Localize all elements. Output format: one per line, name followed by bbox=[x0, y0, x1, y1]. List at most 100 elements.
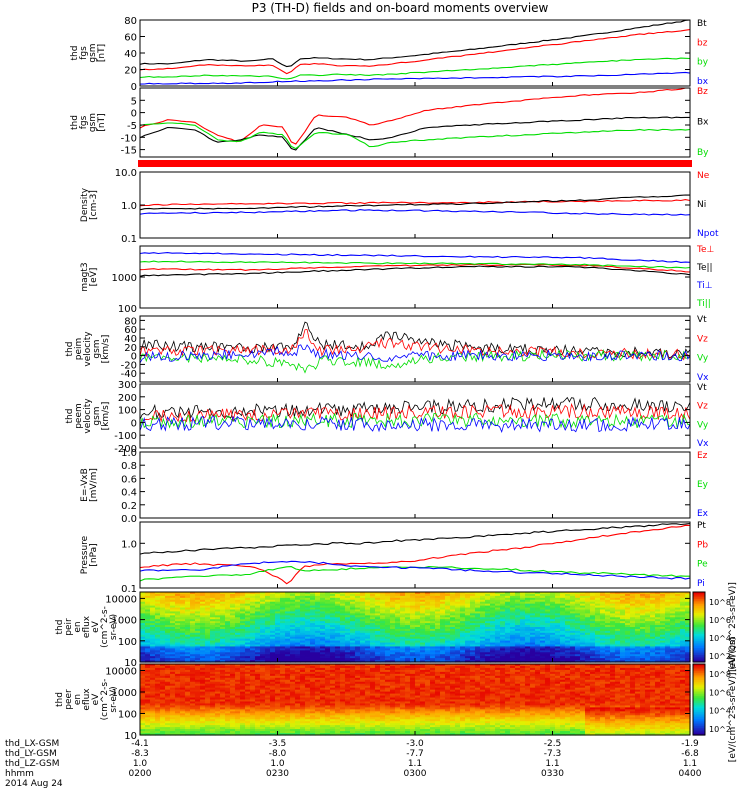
y-tick-label: 80 bbox=[124, 16, 137, 27]
legend: Vt Vz Vy Vx bbox=[697, 383, 709, 449]
y-ticks: 10000 1000 100 10 bbox=[105, 667, 690, 742]
y-tick-label: 0 bbox=[131, 109, 137, 120]
y-tick-label: -40 bbox=[121, 369, 137, 380]
y-axis-label-line: [km/s] bbox=[101, 402, 111, 431]
y-tick-label: -5 bbox=[127, 121, 137, 132]
y-tick-label: 10 bbox=[124, 658, 137, 669]
x-axis-row-value: 1.1 bbox=[408, 759, 422, 769]
y-axis-label-line: gsm bbox=[88, 43, 98, 62]
y-axis-label-line: Pressure bbox=[80, 535, 90, 574]
series-line-by bbox=[139, 57, 691, 80]
red-bar bbox=[138, 160, 692, 167]
series-line-by bbox=[139, 122, 691, 150]
y-axis-label-line: Density bbox=[80, 187, 90, 222]
legend-entry: Ni bbox=[697, 200, 706, 210]
y-tick-label: 20 bbox=[124, 343, 137, 354]
y-axis-label-line: thd bbox=[70, 46, 80, 61]
y-tick-label: 1000 bbox=[112, 688, 137, 699]
series-lines bbox=[139, 194, 691, 216]
y-tick-label: 100 bbox=[118, 710, 137, 721]
y-tick-label: 300 bbox=[118, 380, 137, 391]
legend-entry: Ne bbox=[697, 171, 710, 181]
x-ticks bbox=[139, 658, 691, 662]
y-tick-label: 10 bbox=[124, 731, 137, 742]
y-axis-label: Pressure [nPa] bbox=[80, 535, 99, 574]
colorbar-tick-label: 10^2 bbox=[709, 725, 731, 734]
y-tick-label: 40 bbox=[124, 334, 137, 345]
y-tick-label: 60 bbox=[124, 33, 137, 44]
panel-peer_spectrogram: 10^8 10^6 10^4 10^2[eV/(cm^2-s-sr-eV)] (All… bbox=[55, 637, 738, 762]
series-line-te⊥ bbox=[139, 263, 691, 273]
legend-entry: Vx bbox=[697, 373, 709, 383]
series-line-ti|| bbox=[139, 260, 691, 269]
y-tick-label: 20 bbox=[124, 66, 137, 77]
panel-efield: Ez Ey Ex 1.0 0.8 0.6 0.4 0.2 0.0 E=-VxB [mV/m] bbox=[80, 448, 709, 525]
panel-fgs_gsm_mag: Bt bz by bx 80 60 40 20 0 thd fgs gsm [nT] bbox=[70, 16, 709, 93]
y-axis-label-line: en bbox=[73, 621, 83, 632]
y-tick-label: 5 bbox=[131, 96, 137, 107]
x-axis-row-value: -6.8 bbox=[681, 749, 699, 759]
y-axis-label-line: velocity bbox=[83, 398, 93, 434]
panel-density: Ne Ni Npot 10.0 1.0 0.1 Density [cm-3] bbox=[80, 168, 719, 245]
legend-entry: bz bbox=[697, 38, 708, 48]
colorbar-label: [eV/(cm^2-s-sr-eV)] bbox=[728, 582, 738, 672]
y-axis-label: thd peer en eflux eV (cm^2-s-sr-eV) bbox=[55, 679, 119, 721]
x-axis-row-value: -8.3 bbox=[131, 749, 149, 759]
legend: Ne Ni Npot bbox=[697, 171, 719, 239]
legend-entry: Pe bbox=[697, 560, 708, 570]
legend-entry: Vy bbox=[697, 354, 709, 364]
y-axis-label-line: thd bbox=[70, 115, 80, 130]
x-axis-row-value: -7.3 bbox=[544, 749, 562, 759]
series-line-bt bbox=[139, 19, 691, 68]
legend: Te⊥ Te|| Ti⊥ Ti|| bbox=[696, 245, 715, 309]
y-axis-label-line: [cm-3] bbox=[89, 190, 99, 220]
y-axis-label-line: en bbox=[73, 694, 83, 705]
y-axis-label: thd peir en eflux eV (cm^2-s-sr-eV) bbox=[55, 606, 119, 648]
series-line-ni bbox=[139, 194, 691, 211]
y-ticks: 300 200 1000 -100 -200 bbox=[114, 380, 690, 455]
legend-entry: by bbox=[697, 58, 709, 68]
x-axis-row-value: 0300 bbox=[404, 769, 427, 779]
y-axis-label-line: (cm^2-s- bbox=[100, 606, 110, 648]
panel-peir_spectrogram: 10^810^610^410^2[eV/(cm^2-s-sr-eV)]10000… bbox=[55, 582, 738, 672]
y-tick-label: 80 bbox=[124, 316, 137, 327]
y-axis-label-line: eV bbox=[91, 693, 101, 706]
legend: Vt Vz Vy Vx bbox=[697, 315, 709, 383]
legend-entry: Vx bbox=[697, 439, 709, 449]
y-tick-label: 1.0 bbox=[121, 539, 137, 550]
legend-entry: Vz bbox=[697, 402, 708, 412]
series-lines bbox=[139, 321, 691, 374]
x-ticks bbox=[139, 82, 691, 86]
x-axis-row-value: 1.0 bbox=[270, 759, 285, 769]
y-tick-label: 10000 bbox=[105, 667, 137, 678]
panel-fgs_gsm_components: Bz Bx By 5 0-5-10 -15 thd fgs gsm [nT] bbox=[70, 87, 709, 167]
y-axis-label-line: peem bbox=[74, 403, 84, 429]
y-tick-label: -20 bbox=[121, 360, 137, 371]
y-tick-label: 10000 bbox=[105, 594, 137, 605]
y-axis-label-line: sr-eV) bbox=[109, 686, 119, 712]
x-axis-row-value: 0230 bbox=[266, 769, 289, 779]
colorbar-tick-label: 10^8 bbox=[709, 670, 731, 679]
y-tick-label: 0.4 bbox=[121, 488, 137, 499]
colorbar-label: [eV/(cm^2-s-sr-eV)] (All Qs) bbox=[728, 637, 738, 762]
y-ticks: 1.0 0.8 0.6 0.4 0.2 0.0 bbox=[121, 448, 690, 525]
colorbar-tick-label: 10^6 bbox=[709, 616, 731, 625]
y-axis-label: thd fgs gsm [nT] bbox=[70, 43, 107, 62]
y-axis-label-line: [mV/m] bbox=[89, 468, 99, 502]
y-tick-label: 0.1 bbox=[121, 584, 137, 595]
legend-entry: By bbox=[697, 148, 709, 158]
panel-frame bbox=[139, 521, 691, 589]
legend-entry: Pt bbox=[697, 521, 706, 531]
y-tick-label: -100 bbox=[114, 431, 137, 442]
legend-entry: Bx bbox=[697, 118, 709, 128]
y-tick-label: 0.8 bbox=[121, 461, 137, 472]
y-tick-label: 10.0 bbox=[115, 168, 137, 179]
series-line-bx bbox=[139, 71, 691, 85]
y-axis-label: magt3 [eV] bbox=[80, 262, 99, 291]
y-ticks: 1000 100 bbox=[112, 273, 690, 315]
x-axis-row-value: -2.5 bbox=[544, 739, 562, 749]
y-axis-label-line: thd bbox=[65, 342, 75, 357]
series-line-vx bbox=[139, 344, 691, 364]
y-axis-label-line: fgs bbox=[79, 46, 89, 60]
panel-frame bbox=[139, 451, 691, 519]
